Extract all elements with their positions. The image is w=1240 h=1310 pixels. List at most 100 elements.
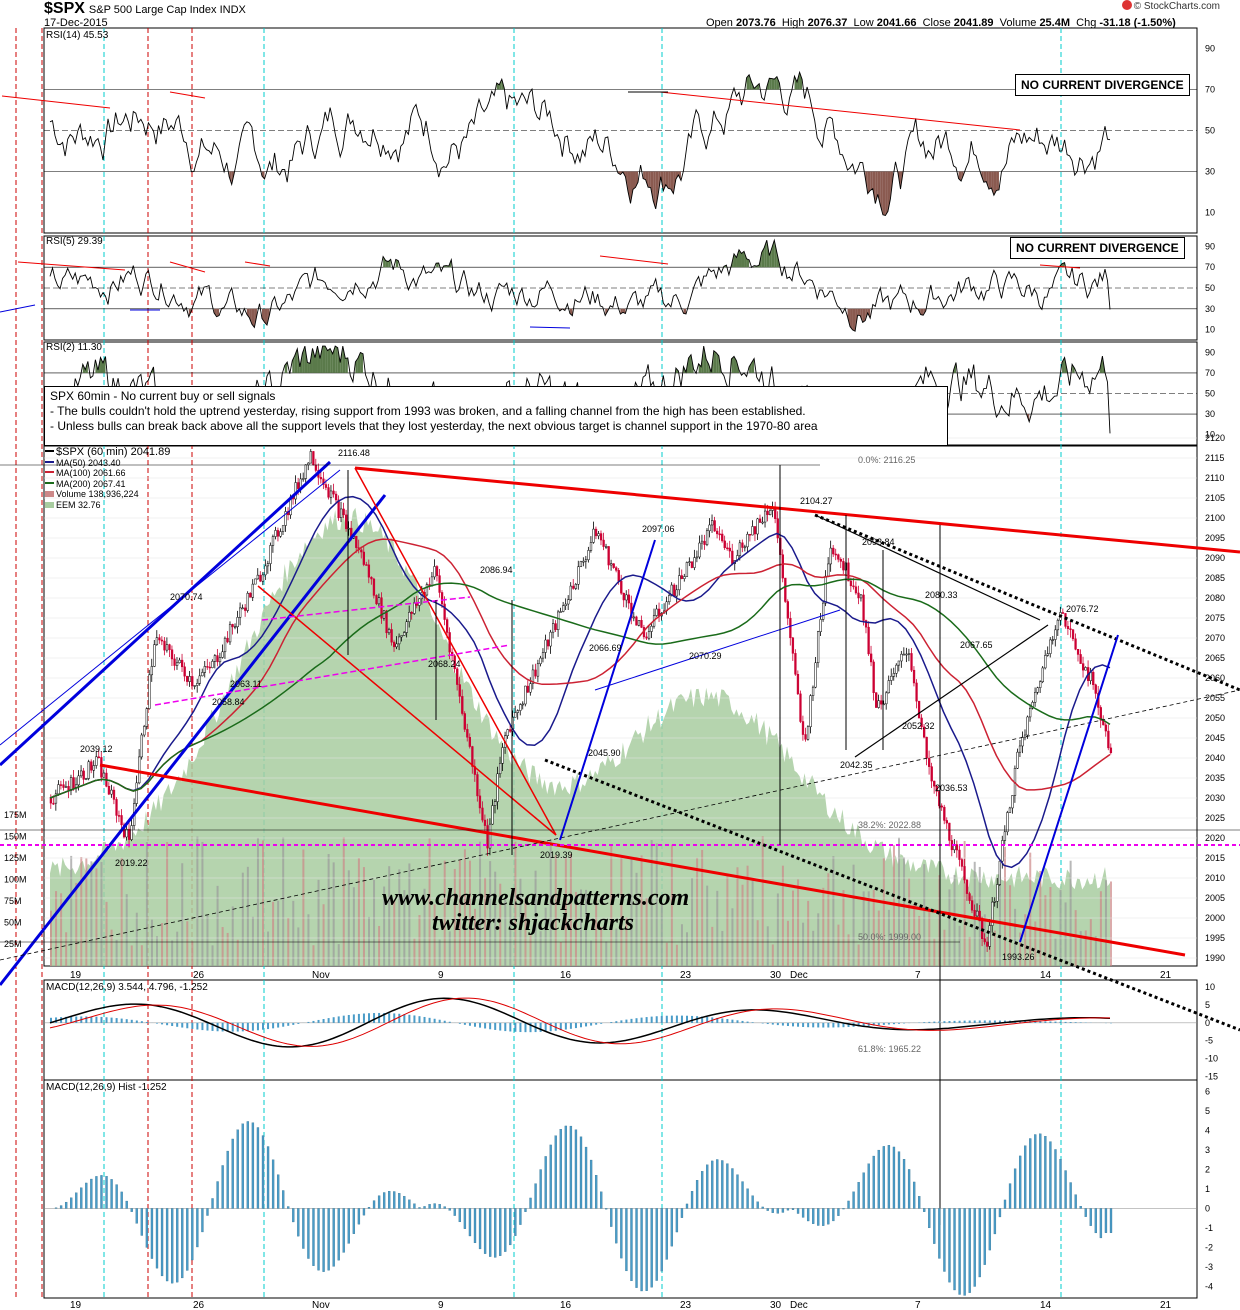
volume-bar xyxy=(373,879,376,966)
price-candle xyxy=(387,629,391,634)
volume-bar xyxy=(1004,846,1006,966)
price-candle xyxy=(970,900,974,911)
hist-bar xyxy=(892,1146,896,1209)
hist-bar xyxy=(842,1208,845,1210)
hist-bar xyxy=(958,1208,961,1295)
hist-bar xyxy=(716,1159,719,1209)
volume-bar xyxy=(65,932,68,966)
macd-hist-bar xyxy=(574,1022,577,1029)
price-candle xyxy=(241,607,244,610)
volume-bar xyxy=(272,901,275,966)
price-candle xyxy=(940,805,943,808)
price-candle xyxy=(615,567,618,571)
hist-bar xyxy=(1104,1208,1108,1233)
volume-bar xyxy=(655,843,658,966)
volume-bar xyxy=(176,931,179,966)
macd-hist-bar xyxy=(458,1022,461,1024)
macd-hist-bar xyxy=(1024,1020,1027,1023)
price-candle xyxy=(569,585,572,600)
hist-bar xyxy=(80,1187,83,1209)
price-candle xyxy=(622,592,625,601)
price-tick-label: 2120 xyxy=(1205,433,1225,443)
macd-hist-bar xyxy=(75,1016,78,1023)
price-candle xyxy=(196,683,199,686)
macd-hist-bar xyxy=(1064,1021,1067,1023)
hist-bar xyxy=(54,1207,58,1209)
price-candle xyxy=(806,726,810,740)
rsi-overbought-fill xyxy=(317,346,321,373)
hist-bar xyxy=(640,1208,643,1292)
price-candle xyxy=(307,462,310,466)
macd-hist-bar xyxy=(786,1022,789,1027)
macd-hist-bar xyxy=(766,1022,769,1025)
macd-hist-bar xyxy=(781,1022,784,1026)
hist-bar xyxy=(564,1125,568,1209)
volume-bar xyxy=(292,900,295,966)
divergence-line xyxy=(1039,264,1081,269)
rsi-oversold-fill xyxy=(988,171,992,190)
hist-tick-label: -3 xyxy=(1205,1262,1213,1272)
price-candle xyxy=(766,510,769,515)
price-tick-label: 2090 xyxy=(1205,553,1225,563)
hist-bar xyxy=(660,1208,663,1272)
price-candle xyxy=(410,612,413,614)
hist-bar xyxy=(100,1175,103,1209)
macd-hist-bar xyxy=(640,1017,643,1023)
hist-bar xyxy=(1054,1149,1057,1209)
price-candle xyxy=(594,528,598,537)
rsi-overbought-fill xyxy=(741,251,745,268)
price-candle xyxy=(910,653,913,671)
hist-bar xyxy=(327,1208,330,1271)
macd-tick-label: 0 xyxy=(1205,1018,1210,1028)
volume-bar xyxy=(161,923,164,966)
hist-tick-label: -4 xyxy=(1205,1281,1213,1291)
macd-hist-bar xyxy=(564,1022,567,1030)
price-candle xyxy=(244,607,247,611)
price-tick-label: 2100 xyxy=(1205,513,1225,523)
hist-bar xyxy=(509,1208,512,1246)
hist-tick-label: 3 xyxy=(1205,1145,1210,1155)
price-candle xyxy=(130,825,133,840)
hist-bar xyxy=(216,1181,219,1209)
price-candle xyxy=(1041,667,1044,683)
rsi-overbought-fill xyxy=(736,249,739,268)
hist-bar xyxy=(519,1208,522,1225)
price-candle xyxy=(362,551,366,565)
price-candle xyxy=(365,564,368,566)
macd-tick-label: 5 xyxy=(1205,1000,1210,1010)
volume-bar xyxy=(368,916,370,966)
volume-bar xyxy=(1094,936,1097,966)
hist-bar xyxy=(902,1159,906,1209)
volume-bar xyxy=(993,930,996,966)
macd-hist-bar xyxy=(716,1017,719,1023)
macd-hist-bar xyxy=(600,1022,603,1024)
macd-hist-bar xyxy=(771,1022,774,1025)
price-candle xyxy=(269,545,272,564)
hist-bar xyxy=(1109,1208,1113,1233)
volume-bar xyxy=(862,891,865,966)
rsi-tick-label: 10 xyxy=(1205,325,1215,335)
volume-bar xyxy=(413,938,416,966)
macd-hist-bar xyxy=(580,1022,582,1028)
macd-hist-bar xyxy=(812,1022,815,1028)
price-candle xyxy=(236,617,239,627)
macd-hist-bar xyxy=(448,1021,451,1023)
x-tick-label-bottom: Nov xyxy=(312,1300,330,1310)
x-tick-label-bottom: 23 xyxy=(680,1300,692,1310)
price-candle xyxy=(859,594,863,599)
macd-hist-bar xyxy=(181,1022,184,1028)
price-candle xyxy=(319,477,323,480)
hist-bar xyxy=(670,1208,674,1247)
macd-hist-bar xyxy=(408,1014,411,1023)
volume-bar xyxy=(797,879,800,966)
price-candle xyxy=(693,557,696,568)
price-candle xyxy=(872,661,875,693)
volume-bar xyxy=(938,875,941,966)
price-candle xyxy=(218,657,222,663)
volume-bar xyxy=(665,942,668,966)
rsi-oversold-fill xyxy=(867,308,871,319)
price-candle xyxy=(832,547,835,555)
hist-bar xyxy=(912,1181,916,1209)
macd-hist-bar xyxy=(1039,1021,1042,1023)
macd-hist-bar xyxy=(125,1019,128,1023)
